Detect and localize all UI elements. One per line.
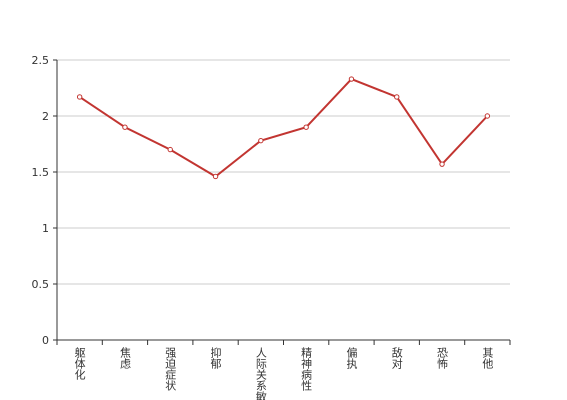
x-tick-label: 躯体化 <box>73 347 86 381</box>
x-tick-label: 敌对 <box>390 346 403 369</box>
point <box>122 124 128 130</box>
x-tick-label: 其他 <box>481 347 494 369</box>
y-tick-label: 2 <box>42 110 49 123</box>
x-tick-label: 强迫症状 <box>164 347 177 391</box>
point <box>348 76 355 82</box>
point <box>76 94 83 100</box>
y-tick-label: 0.5 <box>32 278 50 291</box>
x-tick-label: 精神病性 <box>300 347 313 392</box>
point <box>258 137 264 144</box>
x-tick-label: 抑郁 <box>209 346 222 369</box>
y-tick-label: 2.5 <box>32 54 50 67</box>
x-tick-label: 人际关系敏感 <box>254 347 267 400</box>
y-tick-label: 1.5 <box>32 166 50 179</box>
y-tick-label: 0 <box>42 334 49 347</box>
point <box>484 113 491 119</box>
x-tick-label: 焦虑 <box>118 347 131 369</box>
x-tick-label: 恐怖 <box>436 347 449 369</box>
x-tick-label: 偏执 <box>345 346 358 370</box>
point <box>212 173 219 180</box>
point <box>167 146 173 153</box>
point <box>439 161 445 167</box>
point <box>303 124 309 130</box>
point <box>394 94 400 100</box>
y-tick-label: 1 <box>42 222 49 235</box>
line <box>79 77 489 178</box>
